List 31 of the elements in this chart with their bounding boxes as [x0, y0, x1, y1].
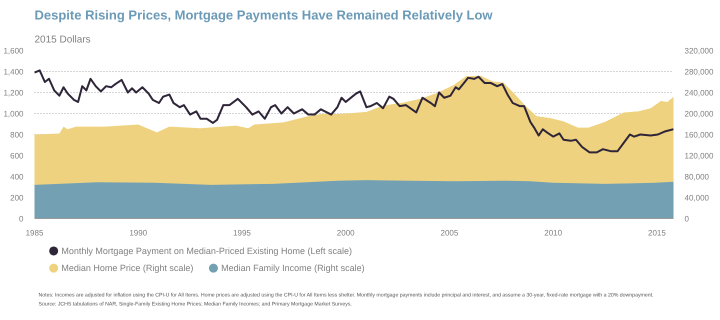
y2-tick-label: 0	[684, 214, 690, 224]
legend-label: Median Home Price (Right scale)	[61, 263, 194, 274]
chart-subtitle: 2015 Dollars	[34, 34, 91, 46]
y-tick-label: 1,600	[3, 46, 24, 56]
y2-tick-label: 80,000	[684, 172, 710, 182]
x-tick-label: 1995	[233, 228, 252, 238]
x-tick-label: 2010	[544, 228, 563, 238]
y-tick-label: 800	[10, 130, 24, 140]
x-tick-label: 2000	[336, 228, 356, 238]
y2-tick-label: 40,000	[684, 194, 710, 202]
y2-tick-label: 200,000	[684, 110, 714, 118]
y-tick-label: 1,200	[3, 88, 24, 98]
y2-tick-label: 160,000	[684, 130, 714, 140]
y-tick-label: 600	[10, 152, 24, 160]
legend-label: Median Family Income (Right scale)	[221, 263, 365, 274]
y-tick-label: 400	[10, 172, 24, 182]
y-tick-label: 1,000	[3, 110, 24, 118]
x-tick-label: 2005	[440, 228, 459, 238]
x-tick-label: 1985	[26, 228, 44, 238]
y-tick-label: 1,400	[3, 68, 24, 76]
y2-tick-label: 240,000	[684, 88, 714, 98]
y-tick-label: 0	[19, 214, 24, 224]
chart-title: Despite Rising Prices, Mortgage Payments Have Remained Relatively Low	[34, 8, 494, 22]
x-tick-label: 1990	[129, 228, 148, 238]
line-series	[34, 69, 674, 154]
y2-tick-label: 320,000	[684, 46, 714, 56]
y2-tick-label: 280,000	[684, 68, 714, 76]
x-tick-label: 2015	[648, 228, 666, 238]
y-tick-label: 200	[10, 194, 24, 202]
legend-label: Monthly Mortgage Payment on Median-Priced Existing Home (Left scale)	[61, 246, 352, 256]
y2-tick-label: 120,000	[684, 152, 714, 160]
